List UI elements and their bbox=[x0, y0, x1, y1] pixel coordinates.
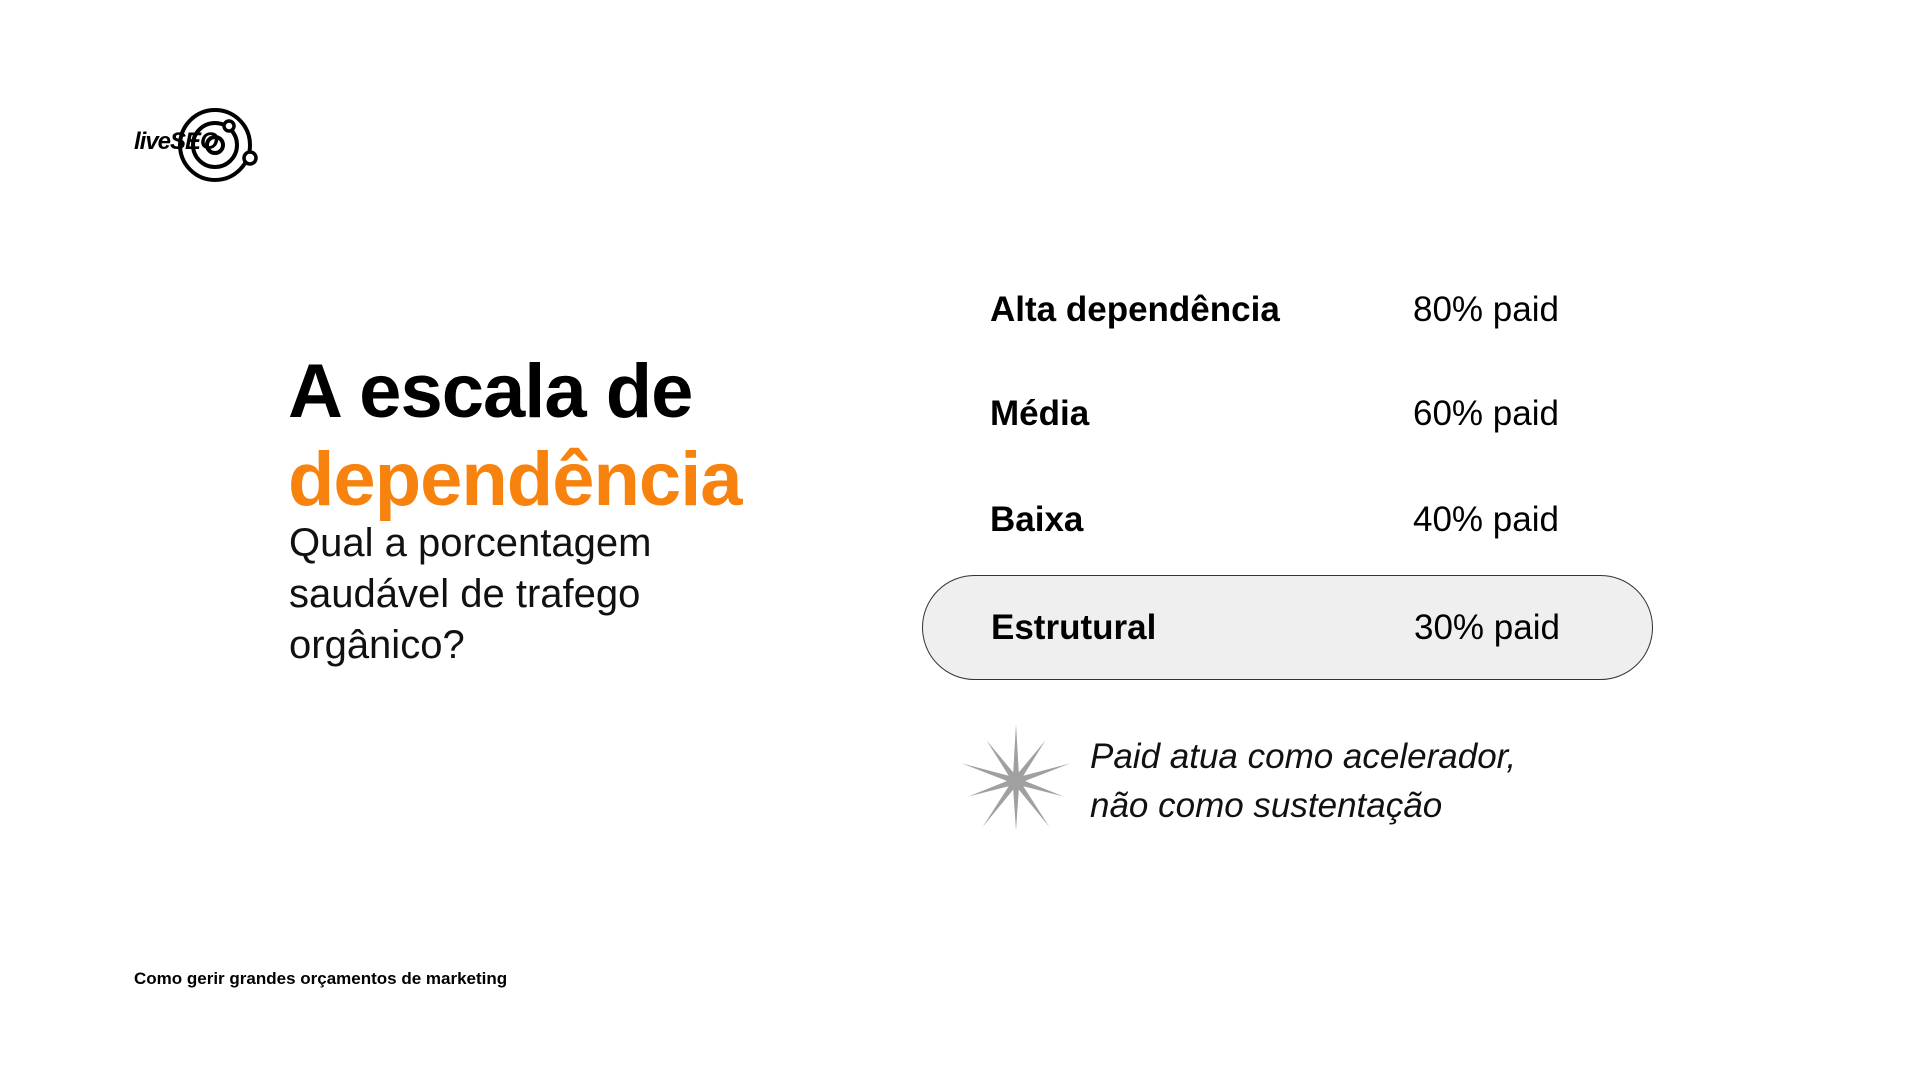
scale-value: 80% paid bbox=[1413, 290, 1559, 329]
scale-label: Alta dependência bbox=[990, 290, 1280, 329]
scale-label: Média bbox=[990, 394, 1090, 433]
scale-label: Estrutural bbox=[991, 607, 1157, 647]
scale-value: 60% paid bbox=[1413, 394, 1559, 433]
logo-text: liveSEO bbox=[134, 128, 219, 155]
scale-value: 40% paid bbox=[1413, 500, 1559, 539]
footer-caption: Como gerir grandes orçamentos de marketi… bbox=[134, 969, 508, 988]
scale-value: 30% paid bbox=[1414, 607, 1560, 647]
scale-label: Baixa bbox=[990, 500, 1084, 539]
page-title: A escala de dependência bbox=[288, 348, 743, 524]
title-line: A escala de bbox=[288, 349, 693, 434]
orbit-logo-icon bbox=[178, 108, 258, 182]
note-line: Paid atua como acelerador, bbox=[1090, 737, 1517, 776]
subtitle: Qual a porcentagem saudável de trafego o… bbox=[289, 521, 652, 667]
note-line: não como sustentação bbox=[1090, 786, 1443, 825]
scale-row: Alta dependência 80% paid bbox=[922, 260, 1653, 360]
title-accent: dependência bbox=[288, 437, 743, 522]
starburst-icon bbox=[961, 724, 1071, 831]
scale-row: Média 60% paid bbox=[922, 364, 1653, 464]
scale-row-highlighted: Estrutural 30% paid bbox=[922, 575, 1653, 680]
liveseo-logo: liveSEO bbox=[132, 106, 262, 188]
scale-row: Baixa 40% paid bbox=[922, 470, 1653, 570]
note-text: Paid atua como acelerador, não como sust… bbox=[1090, 732, 1516, 830]
